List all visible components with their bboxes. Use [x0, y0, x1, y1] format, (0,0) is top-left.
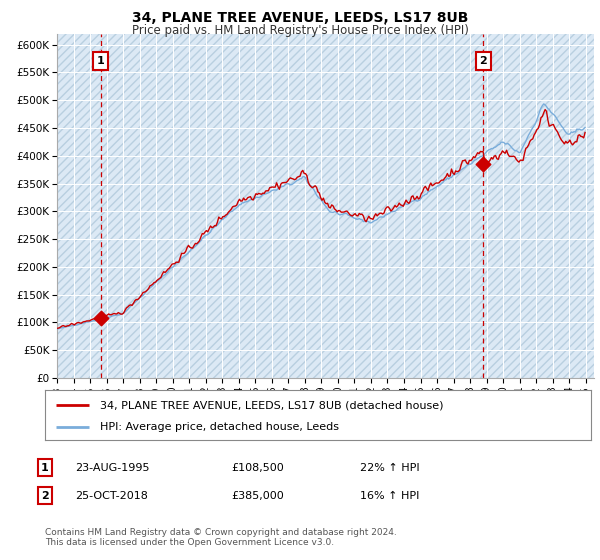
Text: 25-OCT-2018: 25-OCT-2018	[75, 491, 148, 501]
Text: 2: 2	[479, 57, 487, 67]
Text: 1: 1	[97, 57, 104, 67]
Text: HPI: Average price, detached house, Leeds: HPI: Average price, detached house, Leed…	[100, 422, 338, 432]
Text: 1: 1	[41, 463, 49, 473]
Text: £108,500: £108,500	[231, 463, 284, 473]
Text: 34, PLANE TREE AVENUE, LEEDS, LS17 8UB (detached house): 34, PLANE TREE AVENUE, LEEDS, LS17 8UB (…	[100, 400, 443, 410]
Text: 34, PLANE TREE AVENUE, LEEDS, LS17 8UB: 34, PLANE TREE AVENUE, LEEDS, LS17 8UB	[132, 11, 468, 25]
Text: £385,000: £385,000	[231, 491, 284, 501]
Text: Contains HM Land Registry data © Crown copyright and database right 2024.
This d: Contains HM Land Registry data © Crown c…	[45, 528, 397, 547]
Point	[96, 313, 106, 322]
Text: 2: 2	[41, 491, 49, 501]
Text: 23-AUG-1995: 23-AUG-1995	[75, 463, 149, 473]
Text: 16% ↑ HPI: 16% ↑ HPI	[360, 491, 419, 501]
Text: Price paid vs. HM Land Registry's House Price Index (HPI): Price paid vs. HM Land Registry's House …	[131, 24, 469, 36]
Point	[479, 160, 488, 169]
Text: 22% ↑ HPI: 22% ↑ HPI	[360, 463, 419, 473]
